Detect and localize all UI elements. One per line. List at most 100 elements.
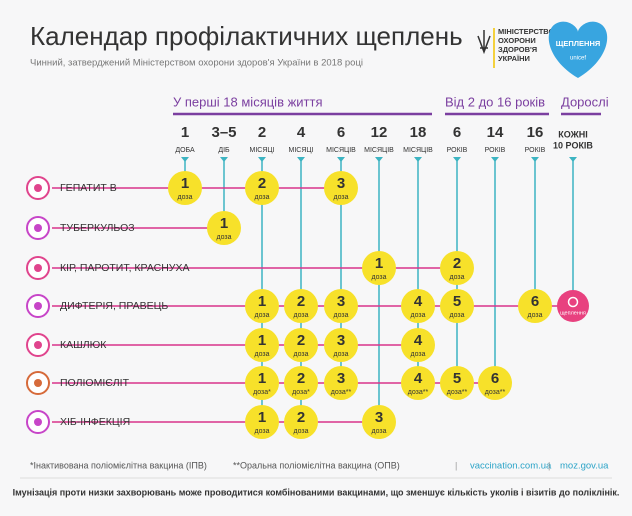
group-label: У перші 18 місяців життя: [173, 94, 323, 109]
campaign-logo: ЩЕПЛЕННЯ unicef: [548, 21, 608, 79]
column-unit: РОКІВ: [485, 147, 506, 154]
row-label: ДИФТЕРІЯ, ПРАВЕЦЬ: [60, 300, 168, 312]
column-unit: РОКІВ: [525, 147, 546, 154]
dose-number: 3: [337, 293, 345, 310]
column-unit: МІСЯЦІВ: [403, 147, 433, 154]
dose-unit: доза: [254, 312, 269, 319]
dose-unit: доза*: [292, 389, 310, 396]
dose-number: 1: [258, 293, 266, 310]
dose-circle: [362, 405, 396, 439]
column-unit: МІСЯЦІ: [249, 147, 274, 154]
row-icon-core: [34, 184, 42, 192]
column-number: 6: [453, 124, 461, 141]
dose-circle: [401, 366, 435, 400]
dose-number: 1: [258, 370, 266, 387]
schedule: У перші 18 місяців життя Від 2 до 16 рокі…: [26, 94, 609, 439]
column-arrow: [491, 157, 499, 162]
subtitle: Чинний, затверджений Міністерством охоро…: [30, 58, 363, 69]
dose-unit: доза: [254, 428, 269, 435]
row-icon-core: [34, 302, 42, 310]
column-number: 12: [371, 124, 388, 141]
dose-unit: доза: [371, 428, 386, 435]
trident: [477, 30, 491, 55]
separator: |: [548, 460, 550, 470]
dose-circle: [245, 289, 279, 323]
ministry-logo: МІНІСТЕРСТВО ОХОРОНИ ЗДОРОВ'Я УКРАЇНИ: [477, 27, 555, 68]
link[interactable]: moz.gov.ua: [560, 461, 609, 472]
dose-number: 1: [220, 215, 228, 232]
dose-unit: доза**: [447, 389, 468, 396]
remark: Імунізація проти низки захворювань може …: [13, 487, 620, 497]
row-icon-core: [34, 264, 42, 272]
dose-unit: доза: [216, 234, 231, 241]
dose-circle: [284, 328, 318, 362]
dose-unit: доза**: [408, 389, 429, 396]
dose-unit: доза: [293, 312, 308, 319]
column-arrow: [220, 157, 228, 162]
dose-unit: доза: [177, 194, 192, 201]
dose-circle: [245, 171, 279, 205]
dose-circle: [324, 366, 358, 400]
dose-circle: [362, 251, 396, 285]
dose-unit: доза: [410, 312, 425, 319]
dose-unit: доза: [371, 274, 386, 281]
badge-label: щеплення: [560, 310, 586, 316]
row-label: КАШЛЮК: [60, 339, 107, 351]
column-number: 14: [487, 124, 504, 141]
link[interactable]: vaccination.com.ua: [470, 461, 552, 472]
column-arrow: [258, 157, 266, 162]
dose-circle: [401, 328, 435, 362]
ministry-line: ЗДОРОВ'Я: [498, 45, 537, 54]
campaign-text: ЩЕПЛЕННЯ: [556, 39, 601, 48]
dose-number: 2: [453, 255, 461, 272]
dose-unit: доза: [410, 351, 425, 358]
dose-circle: [440, 366, 474, 400]
dose-circle: [245, 366, 279, 400]
column-unit: МІСЯЦІ: [288, 147, 313, 154]
separator: |: [455, 460, 457, 470]
column-number: 16: [527, 124, 544, 141]
column-number: 1: [181, 124, 189, 141]
dose-number: 6: [491, 370, 499, 387]
dose-number: 3: [337, 175, 345, 192]
row-icon-core: [34, 224, 42, 232]
dose-circle: [478, 366, 512, 400]
dose-circle: [284, 289, 318, 323]
column-arrow: [531, 157, 539, 162]
dose-number: 4: [414, 293, 423, 310]
column-arrow: [453, 157, 461, 162]
column-arrow: [414, 157, 422, 162]
column-unit: РОКІВ: [447, 147, 468, 154]
row-icon-core: [34, 341, 42, 349]
badge-icon: [567, 296, 579, 308]
dose-circle: [168, 171, 202, 205]
column-number: 18: [410, 124, 427, 141]
row-label: ГЕПАТИТ В: [60, 182, 117, 194]
column-unit: ДІБ: [218, 147, 230, 154]
dose-unit: доза: [293, 428, 308, 435]
row-icon-core: [34, 418, 42, 426]
dose-number: 3: [337, 332, 345, 349]
dose-unit: доза: [333, 312, 348, 319]
column-number: 6: [337, 124, 345, 141]
dose-number: 1: [258, 332, 266, 349]
dose-number: 2: [297, 332, 305, 349]
dose-circle: [284, 405, 318, 439]
ministry-line: УКРАЇНИ: [498, 54, 530, 63]
row-label: ПОЛІОМІЄЛІТ: [60, 377, 130, 389]
column-unit: МІСЯЦІВ: [364, 147, 394, 154]
column-number: 3–5: [211, 124, 236, 141]
dose-number: 2: [258, 175, 266, 192]
column-arrow: [337, 157, 345, 162]
dose-unit: доза: [449, 274, 464, 281]
dose-unit: доза: [333, 351, 348, 358]
dose-circle: [245, 405, 279, 439]
column-arrow: [375, 157, 383, 162]
dose-unit: доза: [449, 312, 464, 319]
dose-unit: доза: [527, 312, 542, 319]
column-number: 2: [258, 124, 266, 141]
heart: [548, 21, 608, 79]
column-unit: ДОБА: [175, 147, 195, 154]
footnote: *Інактивована поліомієлітна вакцина (ІПВ…: [30, 460, 207, 470]
dose-circle: [401, 289, 435, 323]
